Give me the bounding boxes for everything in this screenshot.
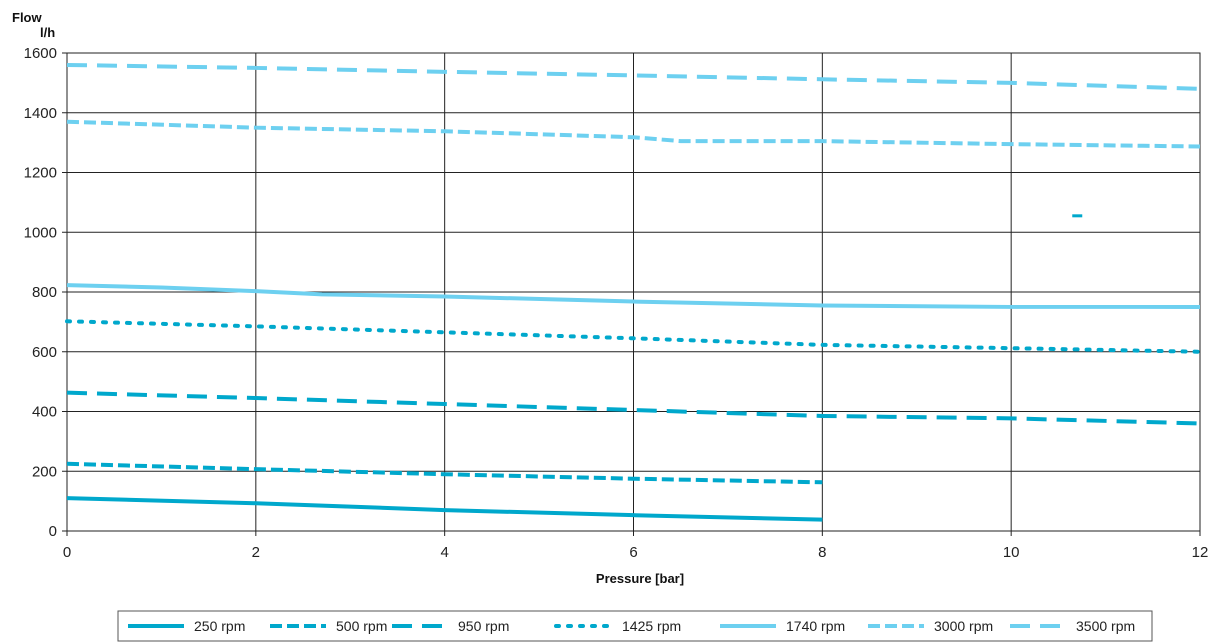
x-tick-label: 0 xyxy=(63,544,71,561)
series-line-0 xyxy=(66,496,823,522)
y-tick-label: 1200 xyxy=(24,165,57,182)
y-tick-label: 200 xyxy=(32,463,57,480)
x-axis-label: Pressure [bar] xyxy=(596,571,684,586)
y-tick-label: 600 xyxy=(32,344,57,361)
y-axis-label-line2: l/h xyxy=(40,25,55,40)
y-tick-label: 1000 xyxy=(24,224,57,241)
legend-label-4: 1740 rpm xyxy=(786,618,845,634)
series-line-6 xyxy=(66,62,1201,91)
y-tick-label: 400 xyxy=(32,404,57,421)
series-line-2 xyxy=(66,390,1201,426)
y-tick-label: 1600 xyxy=(24,45,57,62)
series-line-3 xyxy=(65,319,1202,354)
legend-label-2: 950 rpm xyxy=(458,618,509,634)
legend-label-0: 250 rpm xyxy=(194,618,245,634)
x-tick-label: 10 xyxy=(1003,544,1020,561)
series-line-1 xyxy=(66,461,823,485)
legend-label-6: 3500 rpm xyxy=(1076,618,1135,634)
y-tick-label: 800 xyxy=(32,284,57,301)
legend-label-5: 3000 rpm xyxy=(934,618,993,634)
x-tick-label: 12 xyxy=(1192,544,1209,561)
axes-layer: 0 2 4 6 8 10 12 0 200 400 600 800 1000 1200 1400 1600 xyxy=(24,45,1209,561)
y-axis-label-line1: Flow xyxy=(12,10,42,25)
legend: 250 rpm 500 rpm 950 rpm 1425 rpm 1740 rpm 300… xyxy=(117,610,1153,642)
series-line-4 xyxy=(66,283,1200,309)
x-tick-label: 4 xyxy=(440,544,448,561)
x-tick-label: 8 xyxy=(818,544,826,561)
series-layer xyxy=(65,62,1202,522)
y-tick-label: 1400 xyxy=(24,105,57,122)
x-tick-label: 6 xyxy=(629,544,637,561)
y-tick-label: 0 xyxy=(49,523,57,540)
legend-label-3: 1425 rpm xyxy=(622,618,681,634)
legend-label-1: 500 rpm xyxy=(336,618,387,634)
x-tick-label: 2 xyxy=(252,544,260,561)
